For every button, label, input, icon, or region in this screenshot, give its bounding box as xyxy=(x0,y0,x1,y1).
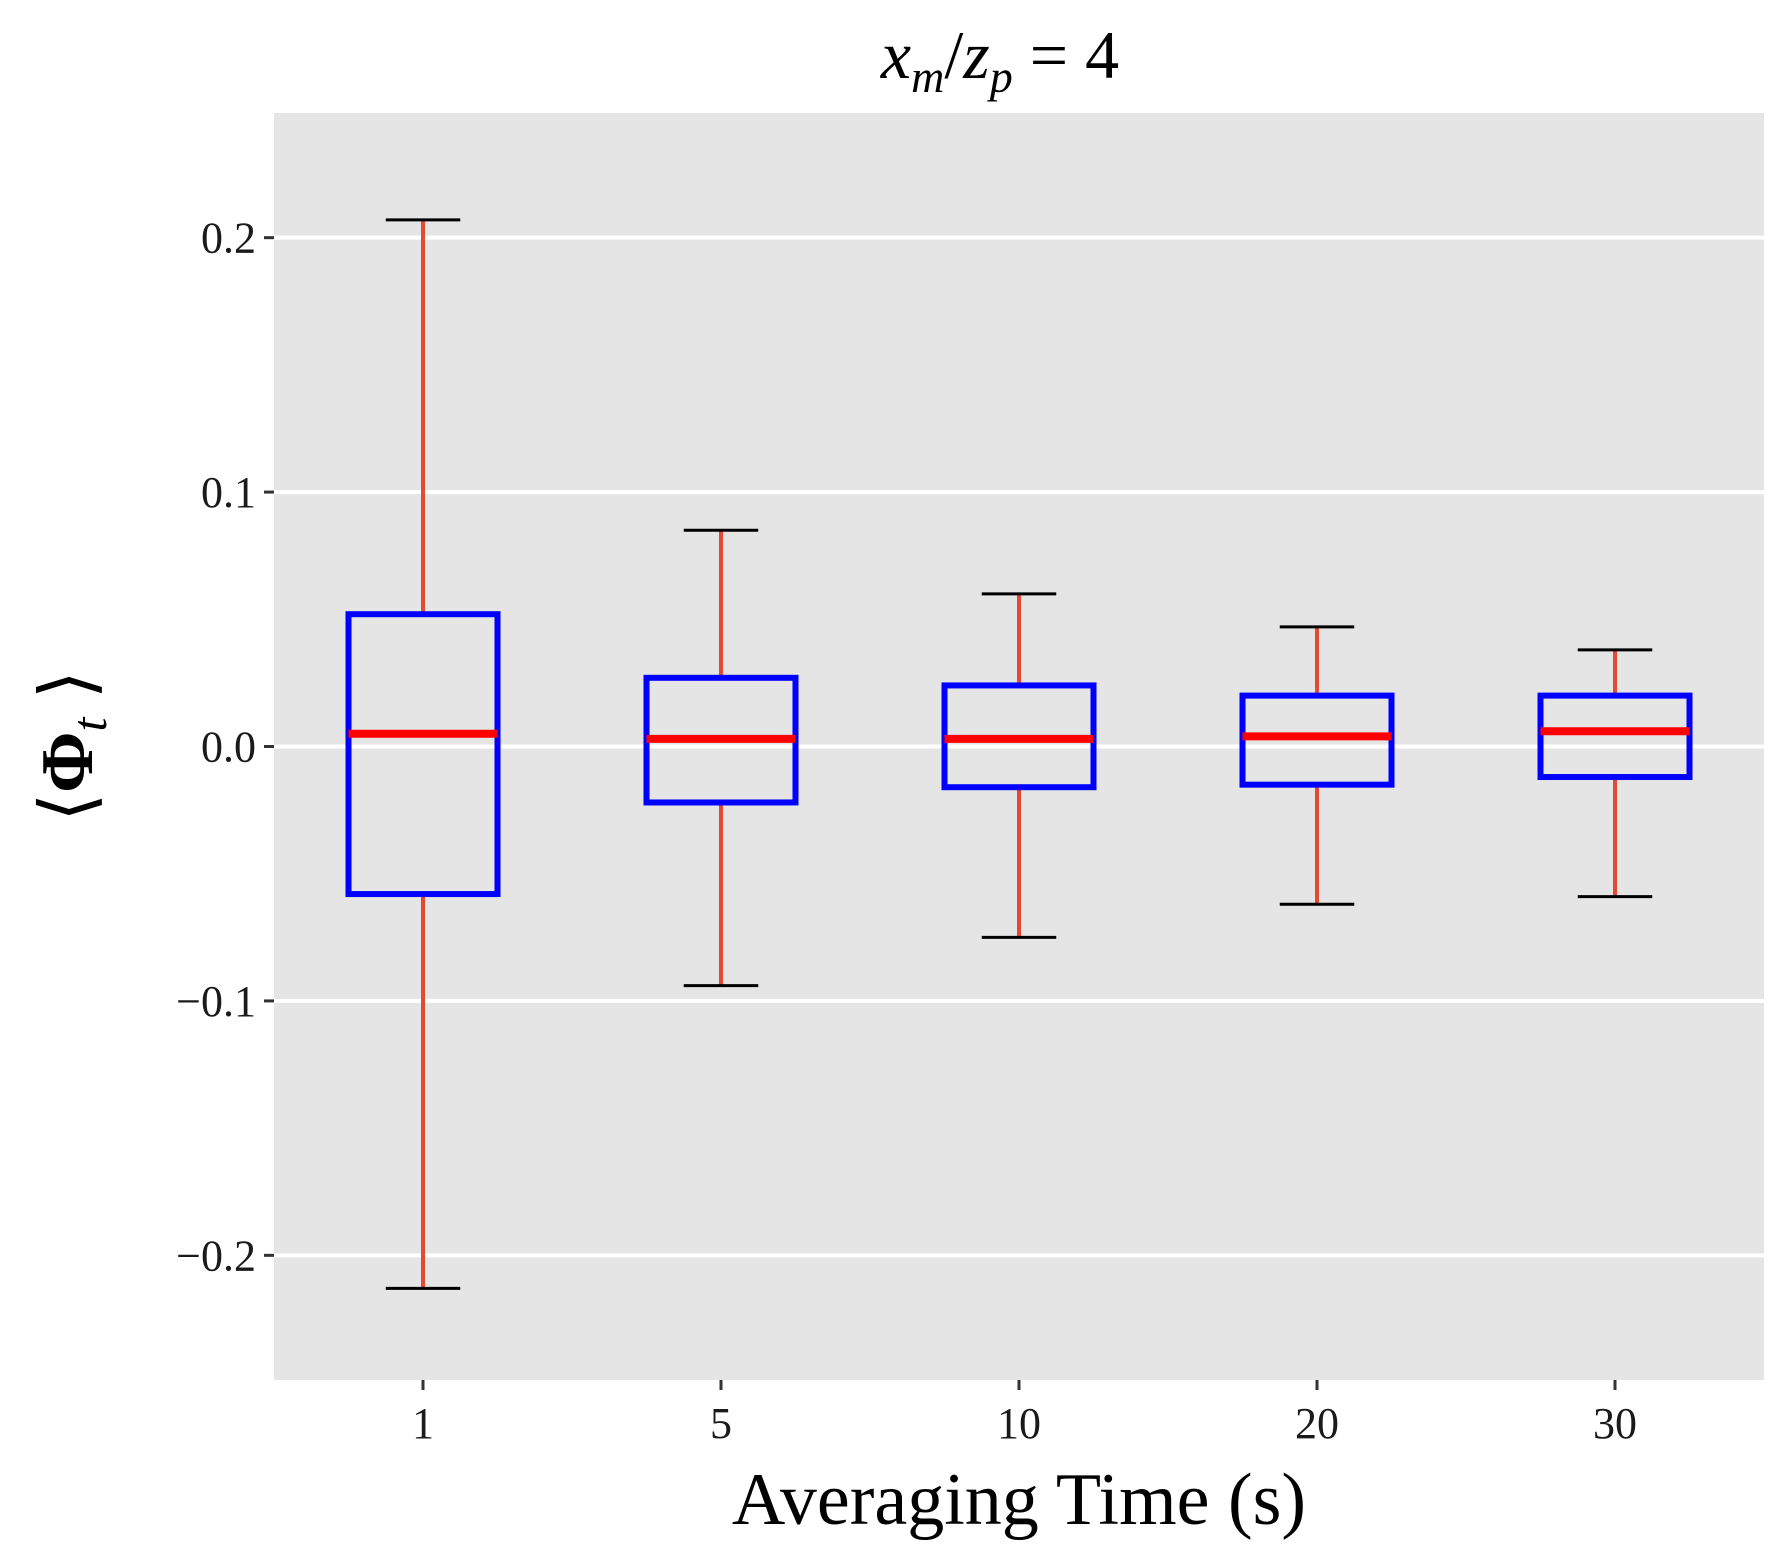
x-tick-label-3: 20 xyxy=(1295,1399,1339,1448)
x-tick-label-1: 5 xyxy=(710,1399,732,1448)
box-group-5 xyxy=(643,528,799,988)
gridlines xyxy=(274,235,1764,1258)
x-axis-ticks: 1 5 10 20 30 xyxy=(412,1380,1637,1448)
box-group-30 xyxy=(1537,648,1693,899)
x-tick-label-4: 30 xyxy=(1593,1399,1637,1448)
y-tick-label-2: 0.0 xyxy=(201,723,256,772)
y-tick-label-1: −0.1 xyxy=(176,977,256,1026)
box-series xyxy=(345,218,1693,1290)
iqr-box-1 xyxy=(345,611,501,898)
y-tick-label-4: 0.2 xyxy=(201,214,256,263)
y-axis-ticks: −0.2 −0.1 0.0 0.1 0.2 xyxy=(176,214,274,1280)
box-group-10 xyxy=(941,592,1097,939)
y-axis-title: ⟨Φt ⟩ xyxy=(27,670,117,822)
x-axis-title: Averaging Time (s) xyxy=(732,1459,1306,1541)
x-tick-label-0: 1 xyxy=(412,1399,434,1448)
y-tick-label-3: 0.1 xyxy=(201,468,256,517)
chart-title: xm/zp = 4 xyxy=(880,17,1119,102)
y-tick-label-0: −0.2 xyxy=(176,1231,256,1280)
box-group-1 xyxy=(345,218,501,1290)
iqr-box-30 xyxy=(1537,692,1693,781)
x-tick-label-2: 10 xyxy=(997,1399,1041,1448)
box-group-20 xyxy=(1239,625,1395,906)
